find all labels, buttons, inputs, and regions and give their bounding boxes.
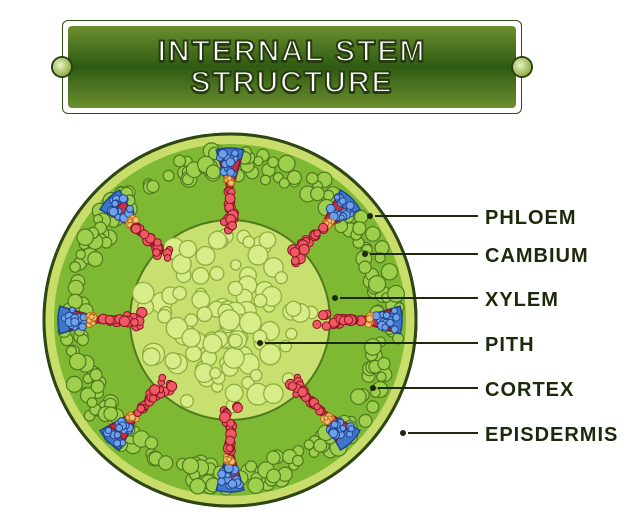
lead-dot-cortex: [370, 385, 376, 391]
title-banner: INTERNAL STEM STRUCTURE: [62, 20, 522, 114]
lead-dot-cambium: [362, 251, 368, 257]
label-epidermis: EPISDERMIS: [485, 424, 618, 447]
lead-epidermis: [408, 432, 478, 434]
title-line-1: INTERNAL STEM: [158, 36, 427, 68]
lead-cambium: [370, 253, 478, 255]
label-xylem: XYLEM: [485, 289, 559, 312]
lead-dot-xylem: [332, 295, 338, 301]
stem-diagram: [40, 130, 420, 510]
label-cambium: CAMBIUM: [485, 245, 589, 268]
label-pith: PITH: [485, 334, 535, 357]
title-text: INTERNAL STEM STRUCTURE: [62, 20, 522, 114]
label-phloem: PHLOEM: [485, 207, 577, 230]
lead-dot-phloem: [367, 213, 373, 219]
lead-dot-epidermis: [400, 430, 406, 436]
lead-cortex: [378, 387, 478, 389]
title-line-2: STRUCTURE: [191, 67, 394, 99]
stage: INTERNAL STEM STRUCTURE PHLOEM CAMBIUM XYL…: [0, 0, 626, 528]
lead-pith: [265, 342, 478, 344]
lead-dot-pith: [257, 340, 263, 346]
label-cortex: CORTEX: [485, 379, 574, 402]
stem-svg: [40, 130, 420, 510]
lead-phloem: [375, 215, 478, 217]
lead-xylem: [340, 297, 478, 299]
